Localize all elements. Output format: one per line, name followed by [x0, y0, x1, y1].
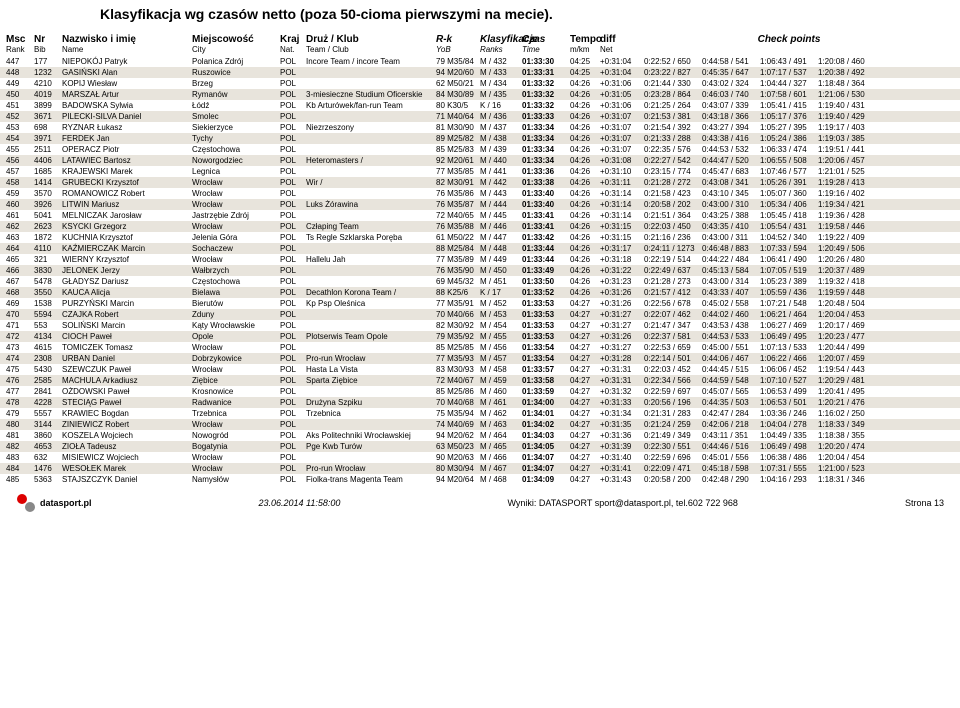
table-row: 4803144ZINIEWICZ RobertWrocławPOL74 M40/…: [0, 419, 960, 430]
logo: datasport.pl: [16, 493, 92, 513]
table-row: 471553SOLIŃSKI MarcinKąty WrocławskiePOL…: [0, 320, 960, 331]
table-row: 4742308URBAN DanielDobrzykowicePOLPro-ru…: [0, 353, 960, 364]
table-row: 453698RYZNAR ŁukaszSiekierzycePOLNiezrze…: [0, 122, 960, 133]
table-row: 4494210KOPIJ WiesławBrzegPOL62 M50/21M /…: [0, 78, 960, 89]
table-row: 4784228STECIĄG PawełRadwanicePOLDrużyna …: [0, 397, 960, 408]
table-row: 4631872KUCHNIA KrzysztofJelenia GóraPOLT…: [0, 232, 960, 243]
table-row: 4855363STAJSZCZYK DanielNamysłówPOLFiolk…: [0, 474, 960, 485]
footer-page: Strona 13: [905, 498, 944, 508]
table-row: 4581414GRUBECKI KrzysztofWrocławPOLWir /…: [0, 177, 960, 188]
table-row: 4691538PURZYŃSKI MarcinBierutówPOLKp Psp…: [0, 298, 960, 309]
table-row: 4603926LITWIN MariuszWrocławPOLLuks Żóra…: [0, 199, 960, 210]
table-row: 4564406LATAWIEC BartoszNoworgodziecPOLHe…: [0, 155, 960, 166]
table-row: 4724134CIOCH PawełOpolePOLPlotserwis Tea…: [0, 331, 960, 342]
logo-text: datasport.pl: [40, 498, 92, 508]
table-row: 4675478GŁADYSZ DariuszCzęstochowaPOL69 M…: [0, 276, 960, 287]
table-row: 4504019MARSZAŁ ArturRymanówPOL3-miesiecz…: [0, 89, 960, 100]
table-row: 4543971FERDEK JanTychyPOL89 M25/82M / 43…: [0, 133, 960, 144]
table-row: 4644110KAŹMIERCZAK MarcinSochaczewPOL88 …: [0, 243, 960, 254]
table-row: 4593570ROMANOWICZ RobertWrocławPOL76 M35…: [0, 188, 960, 199]
table-row: 4513899BADOWSKA SylwiaŁódźPOLKb Arturówe…: [0, 100, 960, 111]
table-row: 4705594CZAJKA RobertZdunyPOL70 M40/66M /…: [0, 309, 960, 320]
table-row: 4762585MACHULA ArkadiuszZiębicePOLSparta…: [0, 375, 960, 386]
table-row: 4772841OŻDOWSKI PawełKrosnowicePOL85 M25…: [0, 386, 960, 397]
page-title: Klasyfikacja wg czasów netto (poza 50-ci…: [0, 0, 960, 32]
table-row: 4683550KAUCA AlicjaBielawaPOLDecathlon K…: [0, 287, 960, 298]
table-row: 465321WIERNY KrzysztofWrocławPOLHallelu …: [0, 254, 960, 265]
table-row: 447177NIEPOKÓJ PatrykPolanica ZdrójPOLIn…: [0, 56, 960, 67]
footer: datasport.pl 23.06.2014 11:58:00 Wyniki:…: [0, 485, 960, 521]
footer-center: Wyniki: DATASPORT sport@datasport.pl, te…: [507, 498, 738, 508]
table-row: 483632MISIEWICZ WojciechWrocławPOL90 M20…: [0, 452, 960, 463]
table-row: 4841476WESOŁEK MarekWrocławPOLPro-run Wr…: [0, 463, 960, 474]
table-row: 4813860KOSZELA WojciechNowogródPOLAks Po…: [0, 430, 960, 441]
footer-date: 23.06.2014 11:58:00: [259, 498, 341, 508]
table-row: 4615041MELNICZAK JarosławJastrzębie Zdró…: [0, 210, 960, 221]
table-row: 4622623KSYCKI GrzegorzWrocławPOLCzłaping…: [0, 221, 960, 232]
table-row: 4552511OPERACZ PiotrCzęstochowaPOL85 M25…: [0, 144, 960, 155]
table-row: 4663830JELONEK JerzyWałbrzychPOL76 M35/9…: [0, 265, 960, 276]
table-row: 4755430SZEWCZUK PawełWrocławPOLHasta La …: [0, 364, 960, 375]
table-row: 4824653ZIOŁA TadeuszBogatyniaPOLPge Kwb …: [0, 441, 960, 452]
table-row: 4571685KRAJEWSKI MarekLegnicaPOL77 M35/8…: [0, 166, 960, 177]
table-row: 4523671PILECKI-SILVA DanielSmolecPOL71 M…: [0, 111, 960, 122]
table-row: 4795557KRAWIEC BogdanTrzebnicaPOLTrzebni…: [0, 408, 960, 419]
table-header: MscRank NrBib Nazwisko i imięName Miejsc…: [0, 32, 960, 56]
table-row: 4734615TOMICZEK TomaszWrocławPOL85 M25/8…: [0, 342, 960, 353]
table-row: 4481232GASIŃSKI AlanRuszowicePOL94 M20/6…: [0, 67, 960, 78]
